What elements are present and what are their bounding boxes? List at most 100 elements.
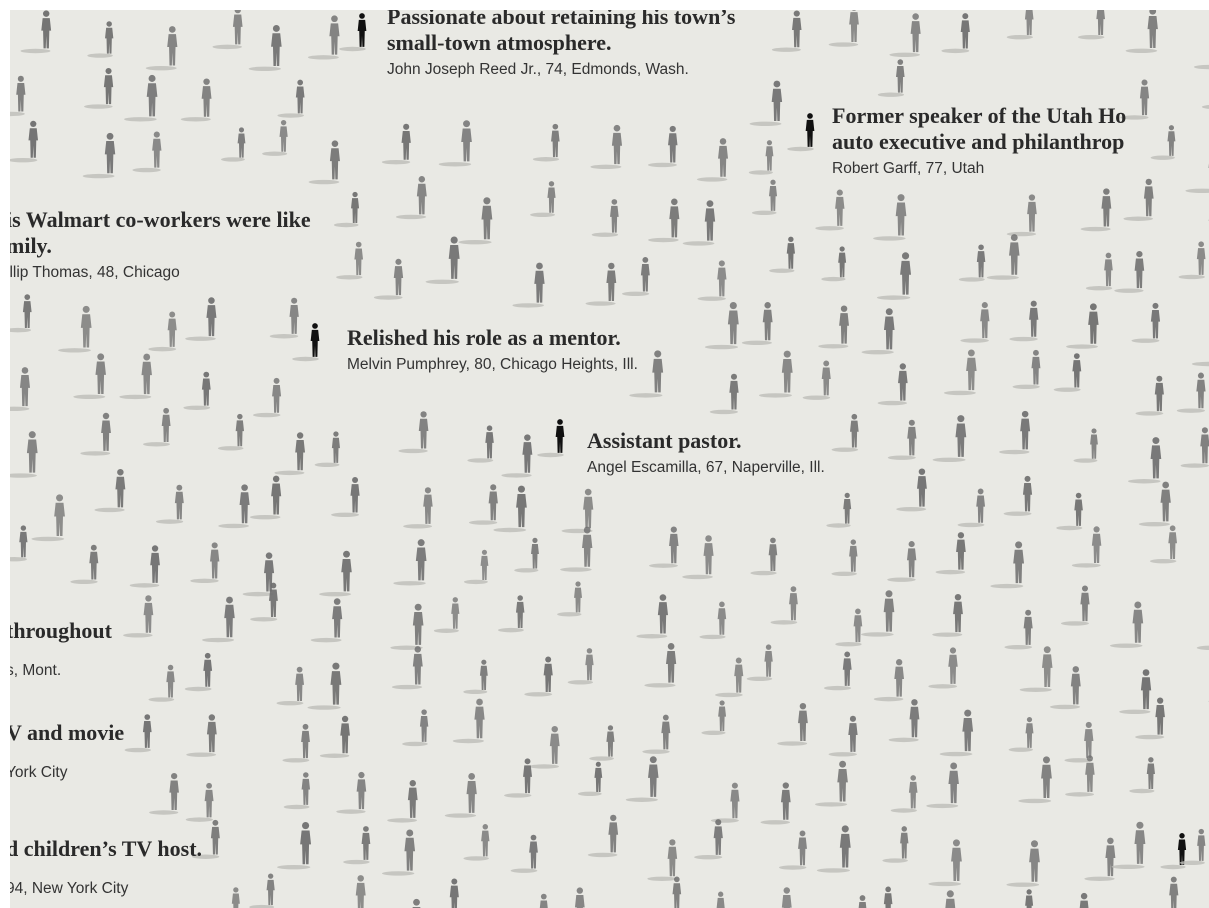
figure-body [980,302,989,338]
figure-shadow [190,579,219,583]
figure-shadow [585,301,615,305]
person-figure [1123,179,1153,221]
person-figure [1018,756,1052,803]
figure-body [89,545,98,580]
person-figure [1119,669,1151,714]
person-figure [990,541,1024,588]
person-figure [445,773,477,818]
figure-body [850,414,859,448]
person-figure [537,419,564,457]
figure-shadow [882,858,908,862]
figure-shadow [861,632,894,636]
figure-shadow [148,697,174,701]
person-figure [83,133,116,178]
figure-shadow [511,869,538,873]
figure-body [798,703,808,741]
figure-body [144,595,154,633]
figure-shadow [250,515,281,519]
person-figure [831,539,857,576]
figure-body [19,525,27,557]
figure-shadow [382,871,414,875]
figure-body [641,257,650,292]
figure-shadow [777,741,807,745]
person-figure [119,354,152,399]
figure-body [147,75,158,116]
figure-shadow [20,49,50,53]
figure-shadow [218,446,244,450]
figure-body [450,878,459,908]
person-figure [654,877,681,908]
figure-body [23,294,32,328]
figure-body [1133,601,1144,642]
figure-shadow [498,628,524,632]
figure-shadow [1160,865,1185,869]
person-figure [1181,427,1209,468]
figure-body [351,192,359,223]
person-figure [698,260,727,301]
figure-body [1169,877,1178,908]
figure-body [289,298,298,334]
figure-body [175,485,184,520]
figure-body [1168,525,1177,559]
person-figure [270,298,299,339]
person-figure [501,434,532,477]
figure-body [1155,697,1165,734]
person-figure [1006,840,1039,887]
figure-body [661,715,670,750]
person-figure [589,725,614,761]
person-figure [760,782,790,824]
figure-shadow [132,168,160,172]
figure-body [909,775,918,808]
figure-body [838,246,846,277]
person-figure [750,538,777,576]
person-figure [132,132,161,173]
person-figure [31,494,65,541]
figure-body [169,773,179,810]
figure-shadow [311,638,342,642]
person-figure [389,899,421,908]
person-figure [146,26,178,70]
figure-shadow [874,697,904,701]
person-figure [493,486,526,533]
figure-shadow [928,882,961,886]
person-figure [887,541,916,582]
person-figure [282,724,310,763]
figure-body [1080,586,1089,622]
figure-body [210,542,219,578]
figure-shadow [387,818,417,822]
person-figure [839,895,866,908]
figure-shadow [818,344,848,348]
figure-shadow [533,157,559,161]
figure-shadow [750,571,776,575]
figure-body [461,120,472,161]
figure-body [1197,241,1206,274]
figure-body [143,714,152,748]
figure-body [211,820,220,855]
figure-shadow [589,756,614,760]
figure-shadow [58,348,91,352]
person-figure [866,887,893,908]
person-figure [183,372,210,410]
figure-shadow [705,345,738,349]
figure-shadow [749,170,773,174]
figure-shadow [10,407,29,411]
figure-body [550,726,560,764]
person-figure [826,493,851,528]
person-figure [334,192,359,227]
figure-body [481,824,489,856]
person-figure [402,709,428,746]
figure-shadow [557,612,581,616]
figure-shadow [1150,559,1177,563]
figure-body [782,887,792,908]
figure-body [896,194,907,235]
person-figure [960,302,989,343]
figure-body [300,822,311,864]
person-figure [1061,586,1090,626]
person-figure [647,839,677,881]
person-figure [1150,525,1177,563]
figure-body [531,538,539,569]
person-figure [1111,822,1145,869]
person-figure [824,651,852,690]
figure-body [594,762,602,792]
person-figure [215,887,240,908]
